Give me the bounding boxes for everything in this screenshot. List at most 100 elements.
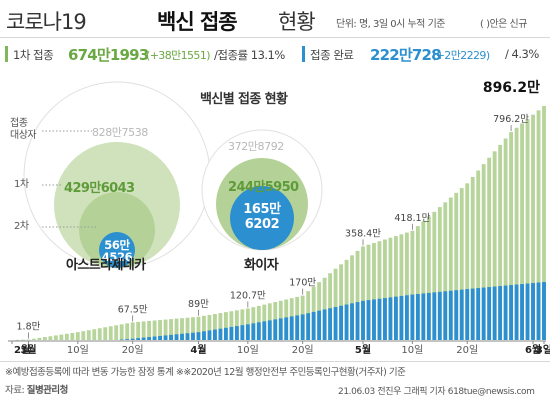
full-dose-bar xyxy=(410,294,415,340)
full-dose-bar xyxy=(520,284,524,340)
az-first-dose-inner-bubble xyxy=(79,192,155,268)
first-dose-bar xyxy=(542,106,546,340)
full-dose-bar xyxy=(542,282,546,340)
full-dose-bar xyxy=(487,287,492,340)
first-dose-bar xyxy=(15,339,20,341)
first-dose-bar xyxy=(366,244,371,340)
first-dose-bar xyxy=(383,239,387,340)
first-dose-bar xyxy=(75,332,80,340)
full-dose-bar xyxy=(223,327,228,340)
full-dose-bar xyxy=(454,290,459,340)
full-dose-bar xyxy=(317,310,322,340)
full-dose-bar xyxy=(443,291,448,340)
full-dose-bar xyxy=(361,300,365,340)
first-dose-bar xyxy=(53,335,58,340)
full-dose-bar xyxy=(377,298,382,340)
x-tick-label: 10일 xyxy=(67,344,89,356)
full-dose-bar xyxy=(426,292,431,340)
full-dose-bar xyxy=(163,335,168,340)
data-label: 896.2만 xyxy=(483,80,540,96)
full-dose-bar xyxy=(180,333,184,340)
source-name: 질병관리청 xyxy=(26,385,69,396)
footnote: ※예방접종등록에 따라 변동 가능한 잠정 통계 ※※2020년 12월 행정안… xyxy=(5,367,406,378)
header-divider xyxy=(0,37,550,38)
x-tick-label: 3일 xyxy=(536,343,550,356)
first-dose-bar xyxy=(498,144,503,340)
full-dose-increase: (+2만2229) xyxy=(432,49,490,62)
full-dose-bar xyxy=(174,334,179,340)
full-dose-bar xyxy=(262,321,267,340)
full-dose-bar xyxy=(322,309,327,340)
full-dose-bar xyxy=(130,338,135,340)
first-dose-bar xyxy=(536,110,541,340)
first-dose-bar xyxy=(174,318,179,340)
full-dose-bar xyxy=(437,291,442,340)
first-dose-bar xyxy=(404,232,409,340)
full-dose-bar xyxy=(328,308,333,340)
first-dose-bar xyxy=(509,132,514,340)
first-dose-bar xyxy=(437,207,442,340)
x-tick-label: 3월 xyxy=(20,344,36,356)
full-dose-bar xyxy=(492,286,497,340)
first-dose-marker xyxy=(5,46,8,62)
pf-first-value: 244만5950 xyxy=(228,180,299,195)
first-dose-bar xyxy=(240,309,245,340)
first-dose-bar xyxy=(350,255,354,340)
row-label-first: 1차 xyxy=(14,179,29,190)
first-dose-bar xyxy=(158,320,162,340)
x-tick-label: 6월 xyxy=(525,344,541,356)
az-full-value-top: 56만 xyxy=(104,238,130,252)
first-dose-bar xyxy=(503,138,508,340)
first-dose-bar xyxy=(64,333,69,340)
data-label: 796.2만 xyxy=(493,114,529,125)
full-dose-bar xyxy=(256,322,261,340)
full-dose-bar xyxy=(432,292,437,340)
first-dose-bar xyxy=(42,337,47,340)
az-name: 아스트라제네카 xyxy=(66,258,146,273)
full-dose-bar xyxy=(267,320,272,340)
full-dose-bar xyxy=(169,334,173,340)
full-dose-bar xyxy=(350,303,354,340)
new-cases-legend-note: ( )안은 신규 xyxy=(480,19,527,30)
first-dose-bar xyxy=(86,330,91,340)
full-dose-bar xyxy=(404,295,409,340)
first-dose-bar xyxy=(361,246,365,340)
first-dose-bar xyxy=(421,221,426,340)
az-first-value: 429만6043 xyxy=(64,181,135,196)
full-dose-bar xyxy=(251,323,256,340)
data-label: 67.5만 xyxy=(118,304,148,315)
data-label: 418.1만 xyxy=(394,213,430,224)
first-dose-bar xyxy=(32,338,36,340)
bubble-section-title: 백신별 접종 현황 xyxy=(200,92,288,107)
first-dose-bar xyxy=(372,242,376,340)
full-dose-bar xyxy=(339,305,343,340)
first-dose-bar xyxy=(108,326,113,340)
first-dose-bar xyxy=(169,319,173,340)
az-target-value: 828만7538 xyxy=(92,126,148,139)
pf-name: 화이자 xyxy=(244,258,279,273)
full-dose-bar xyxy=(119,339,124,341)
first-dose-bar xyxy=(223,312,228,340)
title-suffix: 현황 xyxy=(278,10,316,34)
full-dose-bar xyxy=(196,332,201,340)
full-dose-bar xyxy=(273,319,278,340)
first-dose-bar xyxy=(136,321,141,340)
first-dose-bar xyxy=(377,241,382,340)
footer-divider xyxy=(0,361,550,362)
full-dose-bar xyxy=(465,289,470,340)
first-dose-value: 674만1993 xyxy=(68,46,149,64)
first-dose-label: 1차 접종 xyxy=(13,48,54,62)
first-dose-bar xyxy=(476,170,481,340)
full-dose-bar xyxy=(355,302,360,340)
first-dose-bar xyxy=(322,277,327,340)
full-dose-bar xyxy=(229,326,234,340)
first-dose-bar xyxy=(465,183,470,340)
full-dose-rate: / 4.3% xyxy=(505,47,539,61)
az-full-value-bottom: 4526 xyxy=(101,250,133,264)
full-dose-bar xyxy=(306,313,311,340)
first-dose-bar xyxy=(48,336,53,340)
az-full-dose-bubble xyxy=(99,232,135,268)
full-dose-bar xyxy=(531,283,535,340)
full-dose-bar xyxy=(213,329,217,340)
data-label: 170만 xyxy=(289,278,316,289)
